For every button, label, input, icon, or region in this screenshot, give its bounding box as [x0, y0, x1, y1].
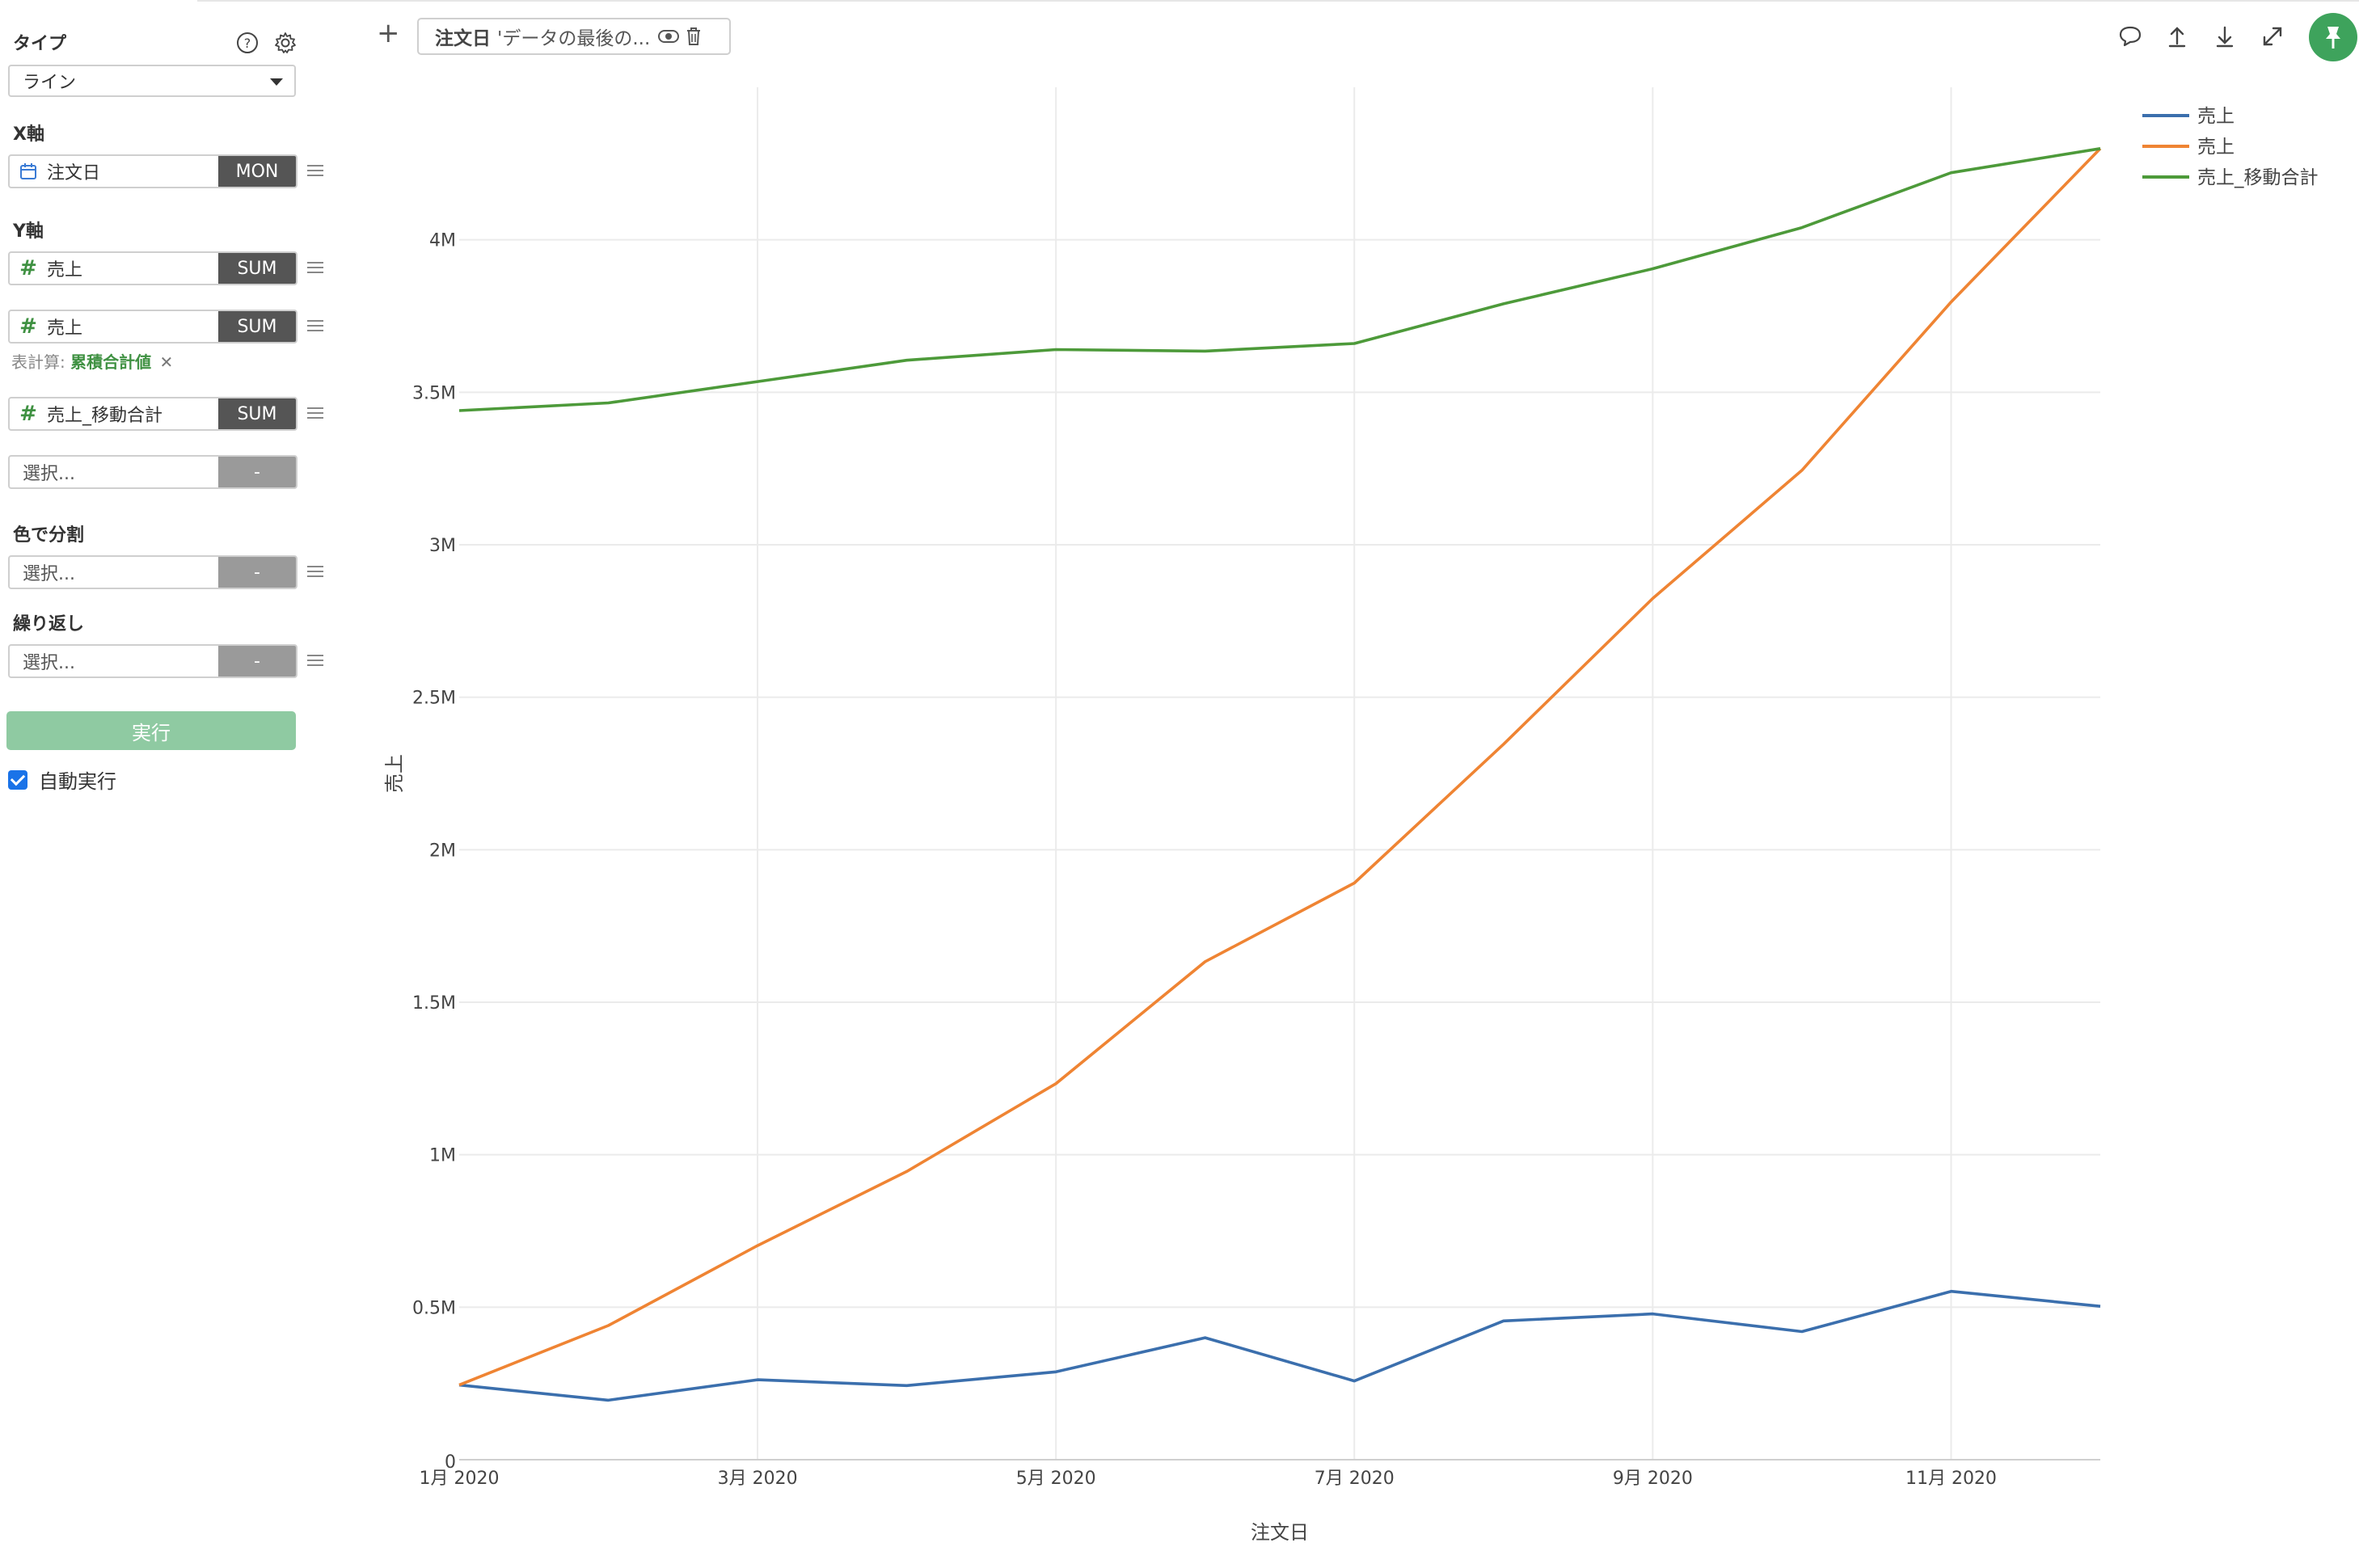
x-tick-label: 5月 2020 — [1016, 1469, 1096, 1489]
x-tick-label: 9月 2020 — [1613, 1469, 1693, 1489]
drag-handle-icon[interactable] — [307, 259, 323, 276]
type-label: タイプ — [13, 34, 67, 54]
color-split-placeholder: 選択... — [23, 564, 75, 584]
y-axis-empty-aggregation[interactable]: - — [218, 457, 296, 487]
x-tick-label: 11月 2020 — [1905, 1469, 1997, 1489]
y-tick-label: 4M — [429, 231, 456, 251]
drag-handle-icon[interactable] — [307, 162, 323, 179]
number-hash-icon: # — [19, 402, 37, 426]
y-tick-label: 0 — [445, 1452, 456, 1473]
y-axis-field-name: 売上_移動合計 — [47, 406, 163, 426]
series-line-1 — [458, 1289, 2101, 1402]
add-filter-button[interactable]: + — [377, 17, 400, 49]
y-tick-label: 0.5M — [412, 1298, 456, 1318]
y-axis-aggregation-button[interactable]: SUM — [218, 398, 296, 429]
drag-handle-icon[interactable] — [307, 563, 323, 580]
number-hash-icon: # — [19, 256, 37, 280]
y-tick-label: 1.5M — [412, 993, 456, 1014]
calendar-icon — [10, 156, 47, 187]
y-axis-field-name: 売上 — [47, 260, 83, 280]
x-axis-field[interactable]: 注文日 MON — [8, 154, 298, 188]
x-axis-label: X軸 — [13, 124, 44, 145]
series-line-3 — [458, 147, 2101, 412]
y-tick-label: 3M — [429, 536, 456, 556]
table-calc-prefix: 表計算: — [11, 352, 65, 372]
y-axis-aggregation-button[interactable]: SUM — [218, 253, 296, 284]
auto-run-checkbox[interactable] — [8, 769, 27, 790]
table-calc-note: 表計算: 累積合計値 ✕ — [11, 349, 173, 373]
repeat-aggregation[interactable]: - — [218, 646, 296, 677]
help-icon[interactable]: ? — [235, 31, 260, 55]
y-tick-label: 2M — [429, 841, 456, 861]
chart-config-sidebar: タイプ ? ライン X軸 注文日 MON Y軸 # 売上 SUM # 売上 SU… — [0, 0, 331, 1568]
number-hash-icon: # — [19, 314, 37, 339]
y-axis-empty-field[interactable]: 選択... - — [8, 455, 298, 489]
y-axis-title: 売上 — [383, 754, 406, 793]
filter-description: 'データの最後の... — [497, 28, 651, 49]
drag-handle-icon[interactable] — [307, 404, 323, 422]
pin-icon — [2326, 27, 2340, 48]
gear-icon[interactable] — [273, 31, 298, 55]
download-icon[interactable] — [2211, 23, 2239, 50]
legend-label: 売上 — [2197, 137, 2235, 158]
chart-type-value: ライン — [23, 73, 77, 93]
drag-handle-icon[interactable] — [307, 651, 323, 669]
y-axis-aggregation-button[interactable]: SUM — [218, 311, 296, 342]
remove-table-calc-icon[interactable]: ✕ — [159, 352, 174, 372]
y-axis-label: Y軸 — [13, 221, 44, 242]
auto-run-label: 自動実行 — [39, 770, 116, 793]
series-line-2 — [458, 147, 2102, 1387]
svg-text:?: ? — [244, 36, 251, 51]
x-tick-label: 1月 2020 — [420, 1469, 500, 1489]
comment-icon[interactable] — [2116, 23, 2144, 50]
y-tick-label: 1M — [429, 1146, 456, 1166]
caret-down-icon — [270, 78, 283, 86]
table-calc-value[interactable]: 累積合計値 — [70, 352, 152, 372]
upload-icon[interactable] — [2163, 23, 2191, 50]
repeat-placeholder: 選択... — [23, 653, 75, 673]
pin-button[interactable] — [2309, 13, 2357, 61]
run-button[interactable]: 実行 — [6, 711, 296, 750]
x-tick-label: 3月 2020 — [718, 1469, 798, 1489]
drag-handle-icon[interactable] — [307, 317, 323, 335]
expand-icon[interactable] — [2259, 23, 2286, 50]
x-tick-label: 7月 2020 — [1315, 1469, 1395, 1489]
y-axis-field[interactable]: # 売上 SUM — [8, 310, 298, 344]
filter-chip[interactable]: 注文日 'データの最後の... — [417, 18, 731, 55]
y-axis-field[interactable]: # 売上_移動合計 SUM — [8, 397, 298, 431]
x-axis-title: 注文日 — [1251, 1521, 1309, 1544]
y-tick-label: 3.5M — [412, 383, 456, 403]
legend-label: 売上_移動合計 — [2197, 167, 2319, 188]
legend-label: 売上 — [2197, 106, 2235, 127]
y-axis-field-name: 売上 — [47, 318, 83, 339]
color-split-label: 色で分割 — [13, 525, 85, 546]
y-axis-field[interactable]: # 売上 SUM — [8, 251, 298, 285]
auto-run-toggle[interactable]: 自動実行 — [8, 765, 116, 794]
y-axis-placeholder: 選択... — [23, 464, 75, 484]
y-tick-label: 2.5M — [412, 689, 456, 709]
color-split-field[interactable]: 選択... - — [8, 555, 298, 589]
eye-toggle-icon[interactable] — [658, 28, 680, 44]
chart-type-select[interactable]: ライン — [8, 65, 296, 97]
repeat-field[interactable]: 選択... - — [8, 644, 298, 678]
color-split-aggregation[interactable]: - — [218, 557, 296, 588]
filter-field-name: 注文日 — [435, 28, 491, 49]
trash-icon[interactable] — [686, 27, 702, 46]
x-axis-field-name: 注文日 — [47, 163, 101, 183]
repeat-label: 繰り返し — [13, 614, 85, 634]
x-axis-aggregation-button[interactable]: MON — [218, 156, 296, 187]
